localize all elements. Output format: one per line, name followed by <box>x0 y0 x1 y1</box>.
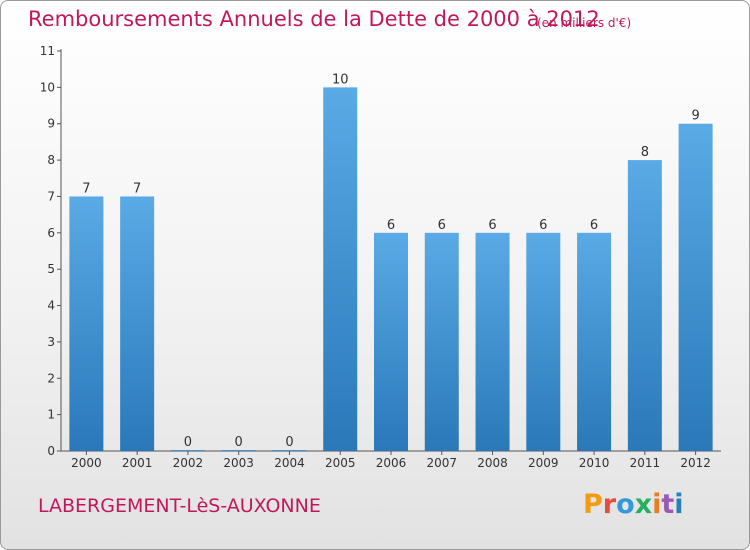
x-tick-label: 2005 <box>325 456 356 470</box>
logo-letter: o <box>616 489 635 520</box>
bar <box>120 196 155 451</box>
x-tick-label: 2010 <box>579 456 610 470</box>
bar <box>323 87 358 451</box>
y-tick-label: 0 <box>47 444 55 458</box>
x-tick-label: 2002 <box>173 456 204 470</box>
logo-letter: i <box>652 489 662 520</box>
bar-value-label: 6 <box>590 218 598 233</box>
logo-letter: P <box>583 489 603 520</box>
y-tick-label: 8 <box>47 153 55 167</box>
y-tick-label: 6 <box>47 226 55 240</box>
x-tick-label: 2007 <box>426 456 457 470</box>
commune-name: LABERGEMENT-LèS-AUXONNE <box>38 495 321 517</box>
bar <box>678 123 713 452</box>
bar <box>424 232 459 451</box>
chart-unit: (en milliers d'€) <box>537 16 632 30</box>
logo-letter: i <box>674 489 684 520</box>
y-tick-label: 5 <box>47 262 55 276</box>
bar-value-label: 7 <box>82 181 90 196</box>
x-tick-label: 2004 <box>274 456 305 470</box>
bar-value-label: 0 <box>184 435 192 450</box>
bar-value-label: 6 <box>539 218 547 233</box>
y-tick-label: 7 <box>47 189 55 203</box>
y-tick-label: 3 <box>47 335 55 349</box>
bar <box>475 232 510 451</box>
x-tick-label: 2000 <box>71 456 102 470</box>
chart-title: Remboursements Annuels de la Dette de 20… <box>28 7 600 31</box>
y-tick-label: 4 <box>47 299 55 313</box>
logo-letter: r <box>602 489 617 520</box>
x-tick-label: 2006 <box>376 456 407 470</box>
y-tick-label: 9 <box>47 117 55 131</box>
bar <box>627 160 662 451</box>
bar-value-label: 10 <box>332 72 349 87</box>
x-tick-label: 2012 <box>680 456 711 470</box>
bar <box>170 450 205 451</box>
bar-value-label: 6 <box>387 218 395 233</box>
y-tick-label: 10 <box>40 80 55 94</box>
bar-value-label: 7 <box>133 181 141 196</box>
y-tick-label: 2 <box>47 371 55 385</box>
x-tick-label: 2003 <box>223 456 254 470</box>
x-tick-label: 2001 <box>122 456 153 470</box>
bar <box>526 232 561 451</box>
bar-value-label: 6 <box>488 218 496 233</box>
x-tick-label: 2011 <box>630 456 661 470</box>
bar-value-label: 6 <box>438 218 446 233</box>
logo-letter: x <box>634 489 653 520</box>
bar <box>272 450 307 451</box>
proxiti-logo: Proxiti <box>583 489 684 520</box>
bar <box>69 196 104 451</box>
bar <box>374 232 408 451</box>
y-tick-label: 11 <box>40 44 55 58</box>
bar-value-label: 0 <box>285 435 293 450</box>
bar-value-label: 8 <box>641 145 649 160</box>
bar <box>577 232 612 451</box>
bar-value-label: 0 <box>235 435 243 450</box>
x-tick-label: 2008 <box>477 456 508 470</box>
x-tick-label: 2009 <box>528 456 559 470</box>
bar-value-label: 9 <box>691 109 699 124</box>
logo-letter: t <box>661 489 675 520</box>
bar <box>221 450 256 451</box>
y-tick-label: 1 <box>47 408 55 422</box>
